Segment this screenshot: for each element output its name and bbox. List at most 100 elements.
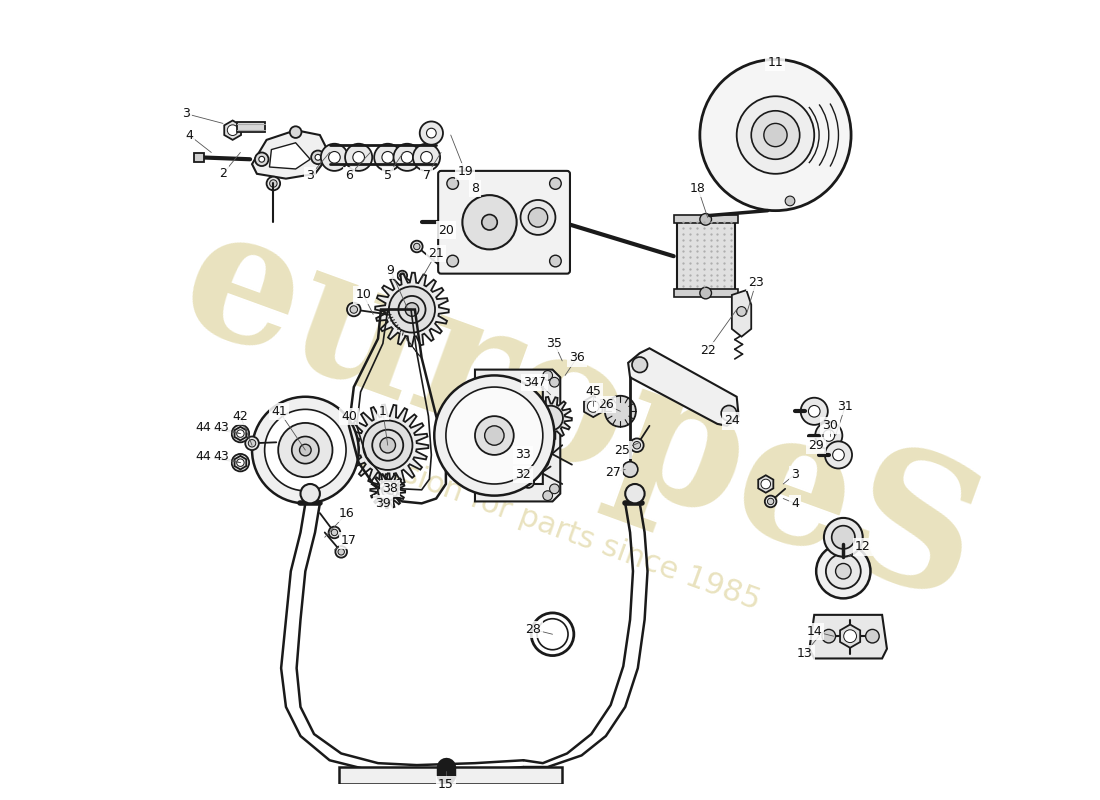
Circle shape xyxy=(374,144,401,171)
Circle shape xyxy=(751,110,800,159)
Circle shape xyxy=(402,151,412,163)
Text: 17: 17 xyxy=(341,534,356,546)
Circle shape xyxy=(808,406,821,417)
Circle shape xyxy=(605,396,636,426)
Text: 35: 35 xyxy=(547,337,562,350)
Text: 44: 44 xyxy=(196,450,211,463)
Circle shape xyxy=(346,302,361,316)
Circle shape xyxy=(447,255,459,267)
Circle shape xyxy=(420,122,443,145)
Text: 31: 31 xyxy=(837,400,854,413)
Text: 19: 19 xyxy=(458,166,473,178)
Polygon shape xyxy=(252,130,330,178)
Circle shape xyxy=(700,59,851,210)
Bar xyxy=(194,154,204,162)
Text: 12: 12 xyxy=(855,541,870,554)
Text: 3: 3 xyxy=(183,107,190,120)
Circle shape xyxy=(353,151,364,163)
Circle shape xyxy=(389,286,434,333)
Circle shape xyxy=(232,425,249,442)
Circle shape xyxy=(338,549,344,555)
Circle shape xyxy=(537,456,549,467)
Circle shape xyxy=(462,195,517,250)
Circle shape xyxy=(542,370,552,380)
Circle shape xyxy=(289,126,301,138)
Circle shape xyxy=(382,151,394,163)
Circle shape xyxy=(236,459,244,466)
Text: a passion for parts since 1985: a passion for parts since 1985 xyxy=(321,430,764,615)
Circle shape xyxy=(315,154,321,160)
Circle shape xyxy=(311,150,324,164)
Text: 21: 21 xyxy=(428,246,444,260)
Text: 13: 13 xyxy=(796,647,813,660)
Text: 30: 30 xyxy=(822,419,838,432)
Circle shape xyxy=(382,485,394,497)
Text: 29: 29 xyxy=(808,438,824,452)
Circle shape xyxy=(630,438,644,452)
Circle shape xyxy=(541,447,548,454)
Circle shape xyxy=(550,484,559,494)
Circle shape xyxy=(625,484,645,503)
Circle shape xyxy=(379,438,396,453)
Circle shape xyxy=(822,630,836,643)
Circle shape xyxy=(826,554,861,589)
Text: 14: 14 xyxy=(806,625,822,638)
Circle shape xyxy=(372,430,404,461)
Polygon shape xyxy=(810,615,887,658)
Circle shape xyxy=(236,458,244,466)
Circle shape xyxy=(520,200,556,235)
Text: 9: 9 xyxy=(387,264,395,278)
Circle shape xyxy=(485,426,504,446)
Text: 8: 8 xyxy=(471,182,478,195)
Circle shape xyxy=(550,378,559,387)
Circle shape xyxy=(522,476,535,488)
Circle shape xyxy=(836,563,851,579)
Polygon shape xyxy=(628,348,738,426)
Circle shape xyxy=(258,156,265,162)
Polygon shape xyxy=(529,397,572,439)
Circle shape xyxy=(634,442,640,449)
Text: 45: 45 xyxy=(585,386,602,398)
Circle shape xyxy=(414,243,420,250)
Text: 10: 10 xyxy=(355,289,372,302)
Text: 44: 44 xyxy=(196,422,211,434)
Text: 43: 43 xyxy=(213,422,229,434)
Circle shape xyxy=(363,421,412,470)
Text: 16: 16 xyxy=(339,506,355,519)
Bar xyxy=(339,767,562,785)
Polygon shape xyxy=(840,625,860,648)
Circle shape xyxy=(236,430,244,438)
Text: 7: 7 xyxy=(422,170,430,182)
Polygon shape xyxy=(234,456,246,470)
Polygon shape xyxy=(270,142,310,169)
Circle shape xyxy=(249,439,256,447)
Circle shape xyxy=(737,96,814,174)
Circle shape xyxy=(801,398,828,425)
Circle shape xyxy=(398,296,426,323)
Text: 32: 32 xyxy=(516,468,531,481)
Text: 5: 5 xyxy=(384,170,392,182)
FancyBboxPatch shape xyxy=(438,171,570,274)
Circle shape xyxy=(737,306,747,316)
Circle shape xyxy=(815,422,843,449)
Circle shape xyxy=(540,458,546,465)
Polygon shape xyxy=(224,121,241,140)
Text: 3: 3 xyxy=(306,170,315,182)
Circle shape xyxy=(509,458,518,467)
Circle shape xyxy=(700,214,712,225)
Text: 15: 15 xyxy=(438,778,454,791)
Polygon shape xyxy=(584,396,603,417)
Circle shape xyxy=(292,437,319,464)
Circle shape xyxy=(446,387,542,484)
Polygon shape xyxy=(375,273,449,346)
Text: 25: 25 xyxy=(615,443,630,457)
Circle shape xyxy=(228,125,238,135)
Text: 27: 27 xyxy=(605,466,620,479)
Text: 11: 11 xyxy=(768,56,783,69)
Polygon shape xyxy=(758,475,773,493)
Text: 39: 39 xyxy=(375,497,390,510)
Text: 23: 23 xyxy=(748,276,764,289)
Bar xyxy=(673,215,738,223)
Circle shape xyxy=(532,466,538,472)
Circle shape xyxy=(412,144,440,171)
